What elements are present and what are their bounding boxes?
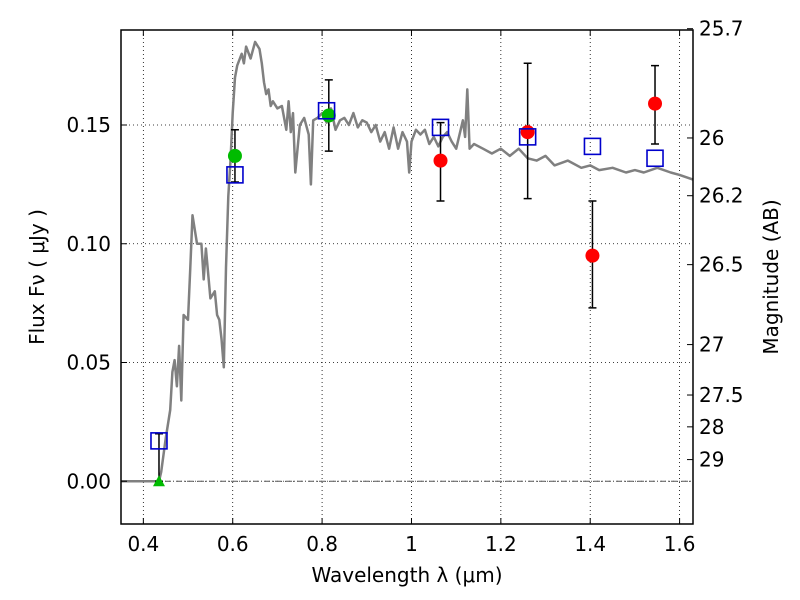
right-tick-label: 27.5	[699, 383, 744, 407]
x-tick-label: 1	[405, 532, 418, 556]
limit-point	[152, 475, 165, 487]
y-axis-ticks: 0.00 0.05 0.10 0.15	[66, 113, 127, 493]
right-tick-label: 26.5	[699, 253, 744, 277]
markers	[150, 96, 664, 487]
x-tick-label: 1.6	[664, 532, 696, 556]
x-axis-label: Wavelength λ (μm)	[311, 563, 502, 587]
y-axis-label: Flux Fν ( μJy )	[25, 209, 49, 345]
x-tick-label: 1.4	[574, 532, 606, 556]
plot-frame	[120, 29, 694, 525]
model-point	[226, 166, 244, 184]
model-point	[646, 149, 664, 168]
x-tick-label: 1.2	[485, 532, 517, 556]
data-point	[227, 148, 242, 163]
x-tick-label: 0.6	[217, 532, 249, 556]
model-point	[317, 101, 336, 120]
right-tick-label: 28	[699, 415, 724, 439]
data-point	[433, 153, 448, 168]
data-point	[648, 96, 663, 111]
model-point	[518, 128, 537, 146]
y-tick-label: 0.05	[66, 351, 111, 375]
data-point	[585, 248, 600, 263]
y-tick-label: 0.10	[66, 232, 111, 256]
y-tick-label: 0.00	[66, 469, 111, 493]
right-axis-label: Magnitude (AB)	[759, 199, 783, 354]
model-point	[583, 137, 602, 156]
plot-background	[121, 30, 693, 524]
right-tick-label: 26.2	[699, 184, 744, 208]
y-tick-label: 0.15	[66, 113, 111, 137]
model-point	[431, 118, 450, 137]
right-axis-ticks: 25.7 26 26.2 26.5 27 27.5 28 29	[687, 17, 744, 472]
right-tick-label: 26	[699, 126, 724, 150]
x-tick-label: 0.4	[127, 532, 159, 556]
right-tick-label: 25.7	[699, 17, 744, 41]
x-tick-label: 0.8	[306, 532, 338, 556]
data-point	[321, 108, 336, 123]
right-tick-label: 29	[699, 448, 724, 472]
model-point	[150, 432, 168, 450]
data-point	[520, 125, 535, 140]
x-axis-ticks: 0.4 0.6 0.8 1 1.2 1.4 1.6	[127, 30, 696, 556]
right-tick-label: 27	[699, 333, 724, 357]
